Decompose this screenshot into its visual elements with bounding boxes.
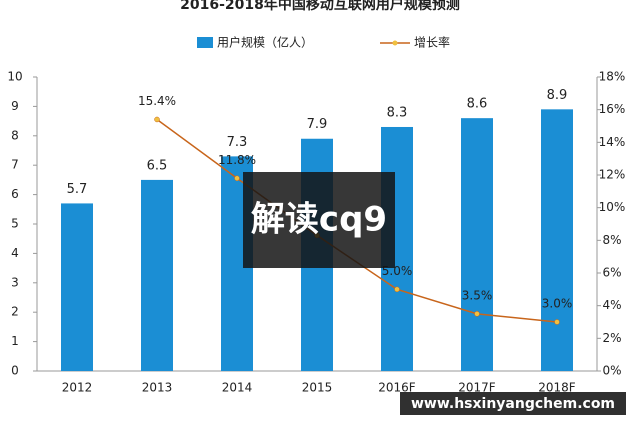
y2-tick-label: 18% bbox=[599, 70, 626, 84]
bar bbox=[141, 179, 173, 371]
bar-value-label: 7.3 bbox=[227, 135, 248, 150]
line-marker bbox=[474, 311, 480, 317]
y-tick-label: 9 bbox=[11, 99, 19, 113]
y-tick-label: 1 bbox=[11, 334, 19, 348]
line-value-label: 3.5% bbox=[462, 288, 493, 302]
line-marker bbox=[234, 175, 240, 182]
bar-value-label: 7.9 bbox=[307, 117, 328, 132]
y-tick-label: 6 bbox=[11, 187, 19, 201]
y-tick-label: 0 bbox=[11, 364, 19, 378]
x-tick-label: 2017F bbox=[458, 381, 496, 395]
bar-value-label: 8.6 bbox=[467, 97, 488, 112]
legend-label: 用户规模（亿人） bbox=[217, 35, 313, 50]
badge-box bbox=[243, 172, 395, 268]
y2-tick-label: 6% bbox=[602, 266, 621, 280]
y2-tick-label: 0% bbox=[602, 364, 621, 378]
bar-value-label: 6.5 bbox=[147, 158, 168, 173]
y-tick-label: 5 bbox=[11, 217, 19, 231]
bar bbox=[61, 203, 93, 371]
line-marker bbox=[154, 116, 160, 123]
line-marker bbox=[554, 319, 560, 325]
overlay: 解读cq9 www.hsxinyangchem.com bbox=[243, 172, 626, 415]
x-tick-label: 2014 bbox=[222, 381, 253, 395]
url-box bbox=[400, 392, 626, 415]
y-tick-label: 4 bbox=[11, 246, 19, 260]
bar bbox=[541, 109, 573, 371]
y2-tick-label: 12% bbox=[599, 168, 626, 182]
chart-title: 2016-2018年中国移动互联网用户规模预测 bbox=[180, 0, 460, 13]
legend-label: 增长率 bbox=[414, 35, 450, 50]
bar-value-label: 8.9 bbox=[547, 88, 568, 103]
y-tick-label: 2 bbox=[11, 305, 19, 319]
y2-tick-label: 16% bbox=[599, 102, 626, 116]
x-tick-label: 2015 bbox=[302, 381, 333, 395]
bar-value-label: 5.7 bbox=[67, 182, 88, 197]
y-tick-label: 8 bbox=[11, 128, 19, 142]
y2-tick-label: 2% bbox=[602, 331, 621, 345]
y2-tick-label: 14% bbox=[599, 135, 626, 149]
y-tick-label: 3 bbox=[11, 275, 19, 289]
y2-tick-label: 8% bbox=[602, 233, 621, 247]
legend-swatch bbox=[197, 37, 213, 48]
line-value-label: 11.8% bbox=[218, 153, 256, 167]
x-tick-label: 2018F bbox=[538, 381, 576, 395]
line-value-label: 3.0% bbox=[542, 297, 573, 311]
line-marker bbox=[394, 286, 400, 293]
y2-tick-label: 4% bbox=[602, 298, 621, 312]
bar-value-label: 8.3 bbox=[387, 105, 408, 120]
y-tick-label: 7 bbox=[11, 158, 19, 172]
x-tick-label: 2012 bbox=[62, 381, 93, 395]
y-tick-label: 10 bbox=[7, 70, 22, 84]
y2-tick-label: 10% bbox=[599, 200, 626, 214]
x-tick-label: 2016F bbox=[378, 381, 416, 395]
url-text: www.hsxinyangchem.com bbox=[411, 396, 615, 412]
bar bbox=[461, 118, 493, 371]
legend-swatch bbox=[392, 40, 398, 46]
badge-text: 解读cq9 bbox=[251, 200, 387, 240]
line-value-label: 15.4% bbox=[138, 94, 176, 108]
x-tick-label: 2013 bbox=[142, 381, 173, 395]
